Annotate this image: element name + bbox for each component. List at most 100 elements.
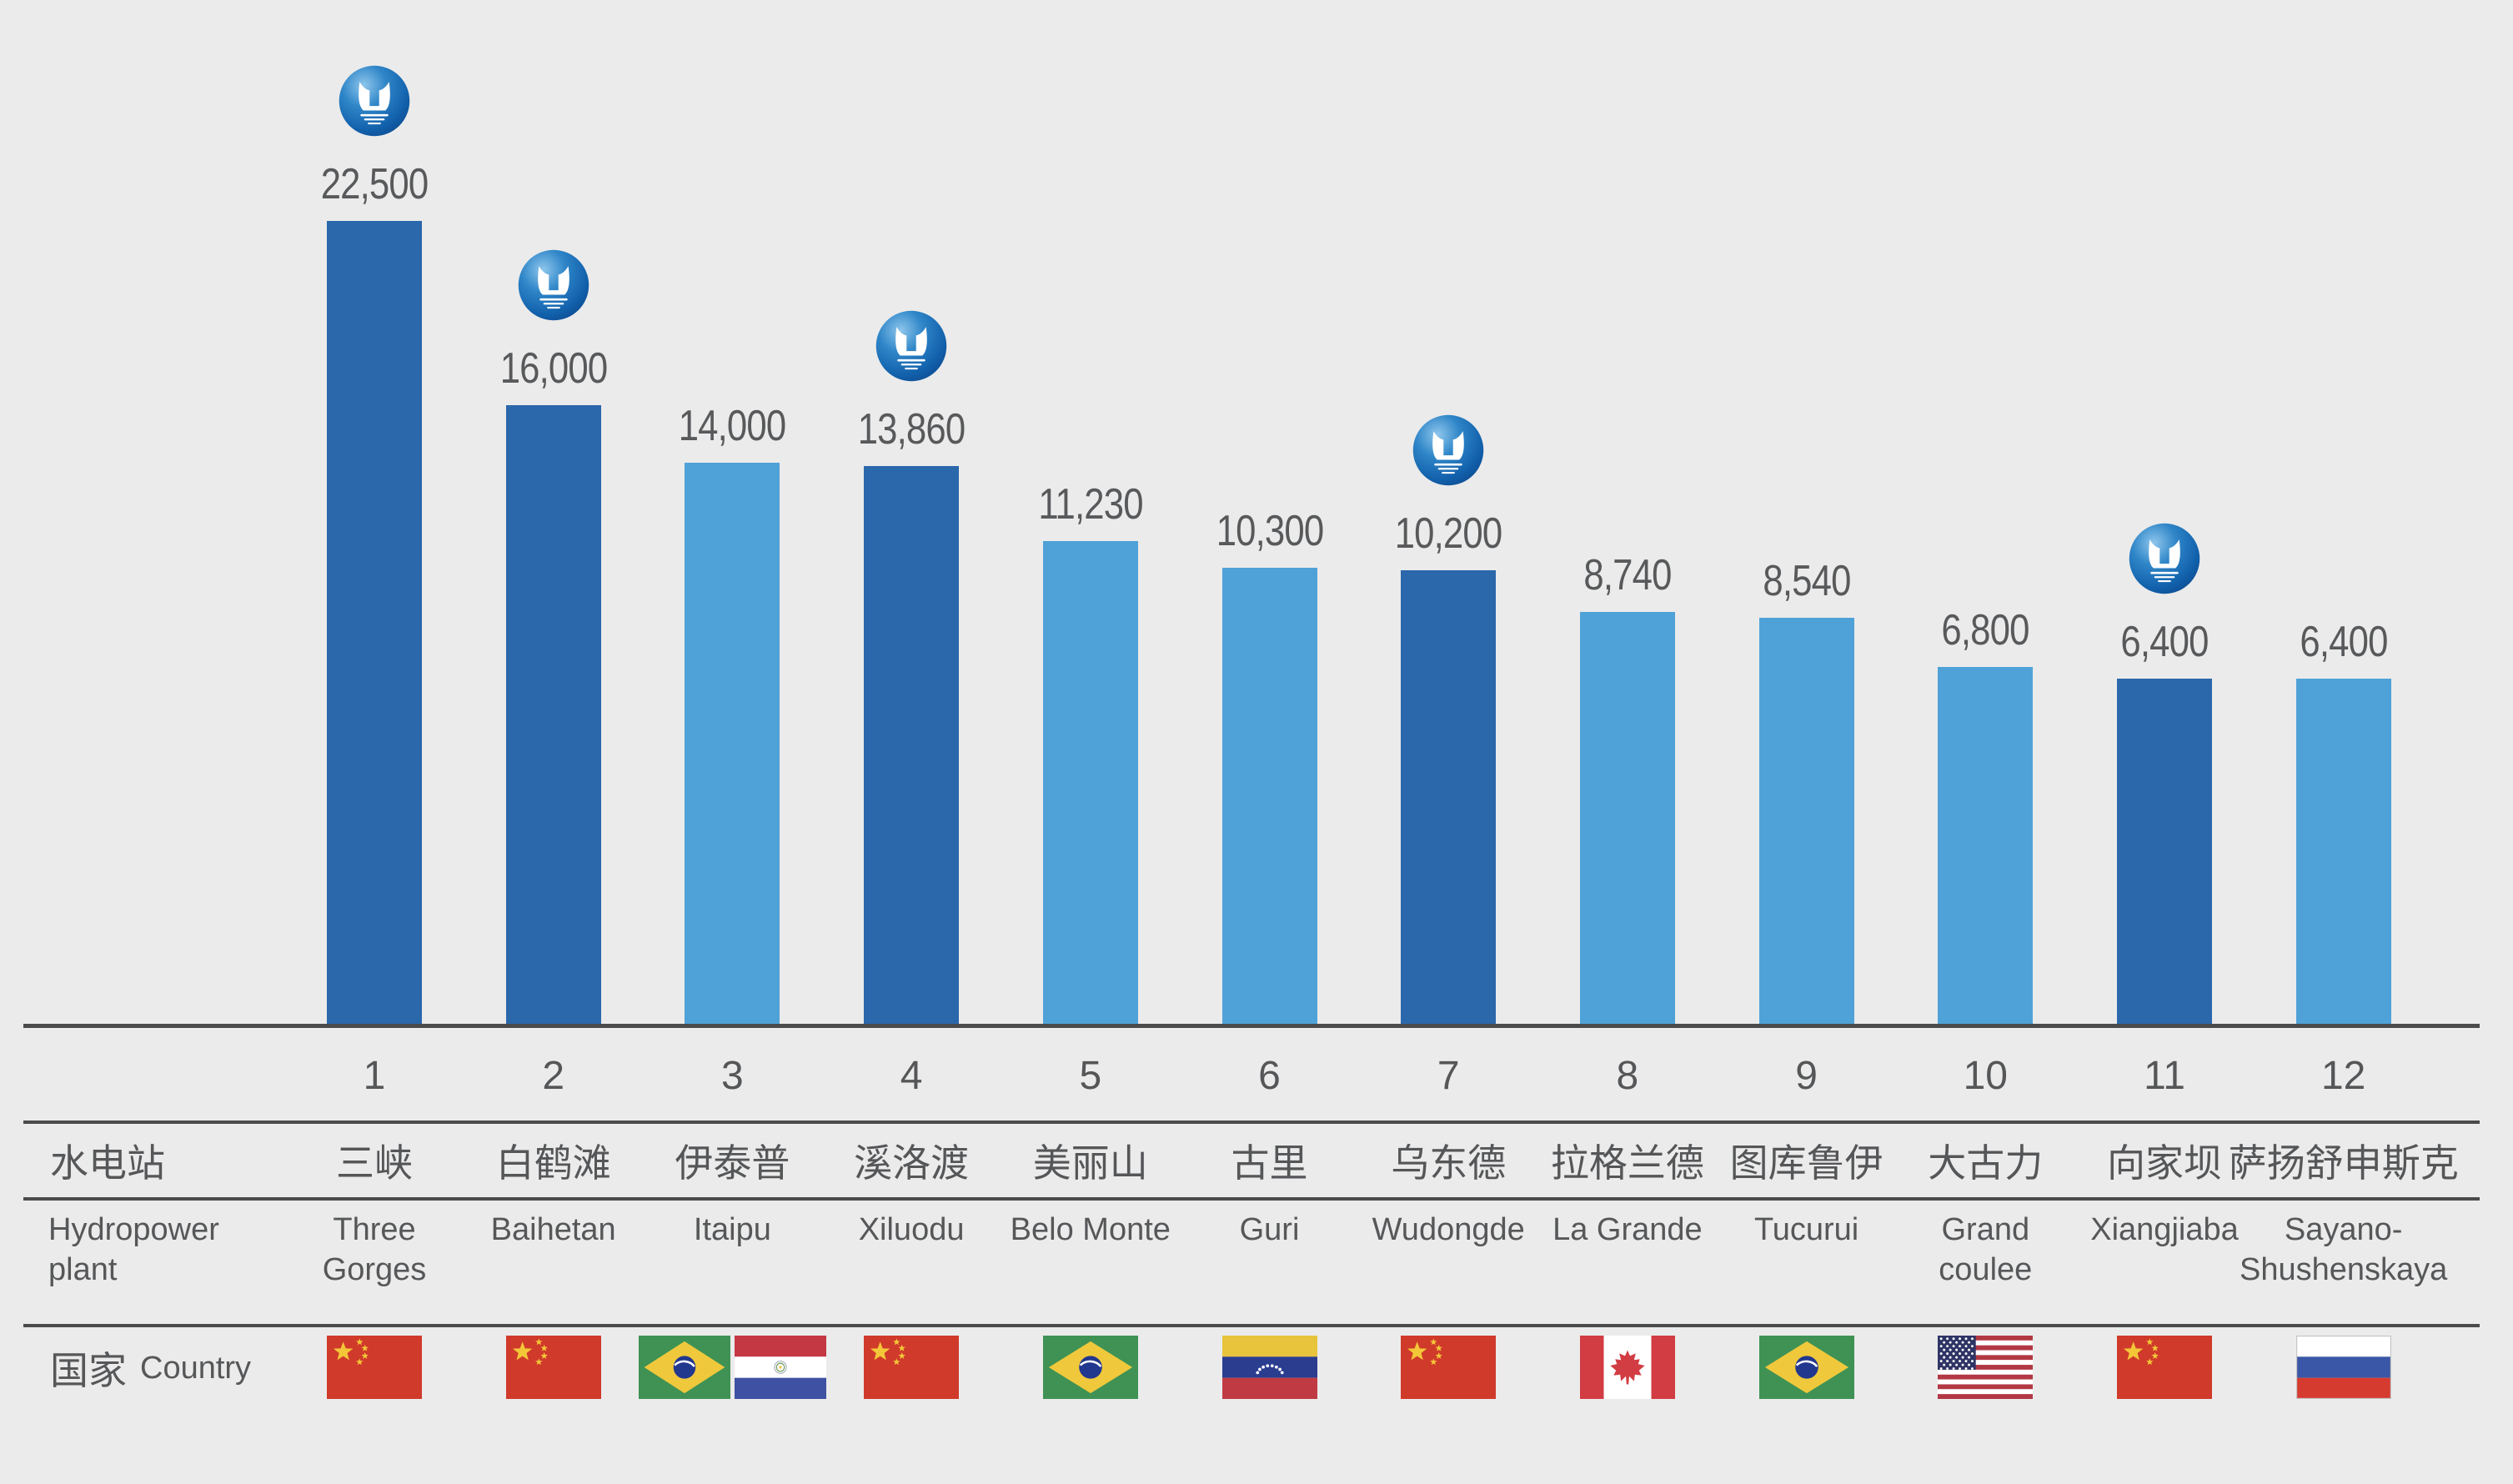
flag-russia-icon [2295,1336,2391,1399]
flag-usa-icon [1938,1336,2034,1399]
plant-name-en: Baihetan [490,1212,616,1247]
rank-label: 6 [1258,1053,1281,1098]
rank-label: 9 [1795,1053,1818,1098]
divider-below-chinese-name-row [23,1197,2480,1201]
row-label-hydropower-plant-en: Hydropower plant [48,1212,219,1287]
plant-name-zh: 乌东德 [1391,1141,1507,1185]
capacity-value-label: 6,400 [2300,618,2388,666]
flag-china-icon [864,1336,960,1399]
ctg-logo-icon [517,248,590,322]
row-label-country: 国家 Country [50,1336,251,1401]
capacity-value-label: 14,000 [679,402,786,450]
plant-column-5: 11,230 5 美丽山 Belo Monte [1001,0,1181,1484]
plant-column-10: 6,800 10 大古力 Grand coulee [1895,0,2075,1484]
rank-label: 7 [1437,1053,1460,1098]
rank-label: 3 [721,1053,744,1098]
plant-name-en: Itaipu [693,1212,771,1247]
plant-name-zh: 美丽山 [1032,1141,1148,1185]
capacity-value-label: 22,500 [320,160,429,208]
country-flags [803,1336,1020,1401]
capacity-value-label: 10,200 [1394,509,1502,558]
capacity-value-label: 8,540 [1763,557,1851,605]
flag-china-icon [1401,1336,1497,1399]
divider-below-rank-row [23,1121,2480,1124]
rank-label: 12 [2320,1053,2366,1098]
capacity-value-label: 13,860 [857,405,966,454]
flag-china-icon [327,1336,422,1399]
capacity-bar [685,463,780,1024]
capacity-bar [505,405,601,1024]
plant-column-11: 6,400 11 向家坝 Xiangjiaba [2074,0,2255,1484]
capacity-bar [864,466,960,1024]
country-flags [1519,1336,1736,1401]
ctg-logo-icon [875,309,948,383]
flag-brazil-icon [1042,1336,1138,1399]
ctg-logo-icon [2128,522,2201,595]
row-label-country-en: Country [140,1350,252,1386]
plant-name-zh: 萨扬舒申斯克 [2228,1141,2459,1185]
rank-label: 8 [1616,1053,1639,1098]
flag-brazil-icon [638,1336,730,1399]
plant-name-zh: 白鹤滩 [495,1141,611,1185]
plant-column-3: 14,000 3 伊泰普 Itaipu [638,0,826,1484]
capacity-bar [1401,570,1497,1024]
plant-column-6: 10,300 6 古里 Guri [1180,0,1360,1484]
plant-column-4: 13,860 4 溪洛渡 Xiluodu [821,0,1001,1484]
plant-name-zh: 向家坝 [2107,1141,2222,1185]
rank-label: 11 [2144,1053,2185,1098]
capacity-value-label: 11,230 [1038,480,1143,529]
ctg-logo-icon [1412,414,1485,487]
plant-name-en: Wudongde [1372,1212,1525,1247]
plant-column-8: 8,740 8 拉格兰德 La Grande [1537,0,1718,1484]
axis-baseline [23,1024,2480,1028]
plant-column-2: 16,000 2 白鹤滩 Baihetan [464,0,644,1484]
plant-name-zh: 溪洛渡 [854,1141,970,1185]
plant-column-1: 22,500 1 三峡 Three Gorges [284,0,464,1484]
plant-name-zh: 拉格兰德 [1550,1141,1704,1185]
plant-name-en: Tucurui [1753,1212,1859,1247]
capacity-value-label: 10,300 [1216,507,1323,555]
rank-label: 10 [1963,1053,2008,1098]
country-flags [1340,1336,1557,1401]
plant-name-zh: 三峡 [336,1141,413,1185]
country-flags [1161,1336,1378,1401]
capacity-bar [1042,541,1138,1024]
country-flags [266,1336,483,1401]
plant-name-zh: 伊泰普 [675,1141,790,1185]
plant-name-en: Xiangjiaba [2090,1212,2239,1247]
capacity-bar [1221,568,1317,1024]
plant-name-en: Grand coulee [1939,1212,2033,1287]
plant-name-zh: 古里 [1231,1141,1308,1185]
plant-column-12: 6,400 12 萨扬舒申斯克 Sayano- Shushenskaya [2229,0,2459,1484]
capacity-bar [2295,679,2391,1024]
plant-name-en: Xiluodu [858,1212,965,1247]
flag-china-icon [505,1336,601,1399]
flag-brazil-icon [1758,1336,1854,1399]
country-flags [1698,1336,1915,1401]
capacity-bar [1758,618,1854,1024]
plant-name-en: Three Gorges [322,1212,427,1287]
capacity-bar [2117,679,2212,1024]
capacity-value-label: 8,740 [1583,551,1672,599]
row-label-hydropower-plant-zh: 水电站 [50,1141,165,1185]
ctg-logo-icon [338,64,411,138]
capacity-value-label: 16,000 [499,344,607,393]
plant-name-zh: 图库鲁伊 [1729,1141,1883,1185]
flag-venezuela-icon [1221,1336,1317,1399]
flag-paraguay-icon [734,1336,826,1399]
country-flags [982,1336,1199,1401]
country-flags [624,1336,840,1401]
plant-name-en: Belo Monte [1010,1212,1171,1247]
rank-label: 2 [542,1053,565,1098]
capacity-bar [1579,612,1675,1024]
row-label-country-zh: 国家 [50,1349,127,1392]
country-flags [1877,1336,2094,1401]
capacity-value-label: 6,800 [1941,606,2030,654]
plant-column-9: 8,540 9 图库鲁伊 Tucurui [1717,0,1897,1484]
plant-name-zh: 大古力 [1928,1141,2044,1185]
country-flags [445,1336,662,1401]
plant-name-en: La Grande [1552,1212,1703,1247]
capacity-bar [327,221,422,1024]
country-flags [2056,1336,2273,1401]
rank-label: 4 [900,1053,923,1098]
